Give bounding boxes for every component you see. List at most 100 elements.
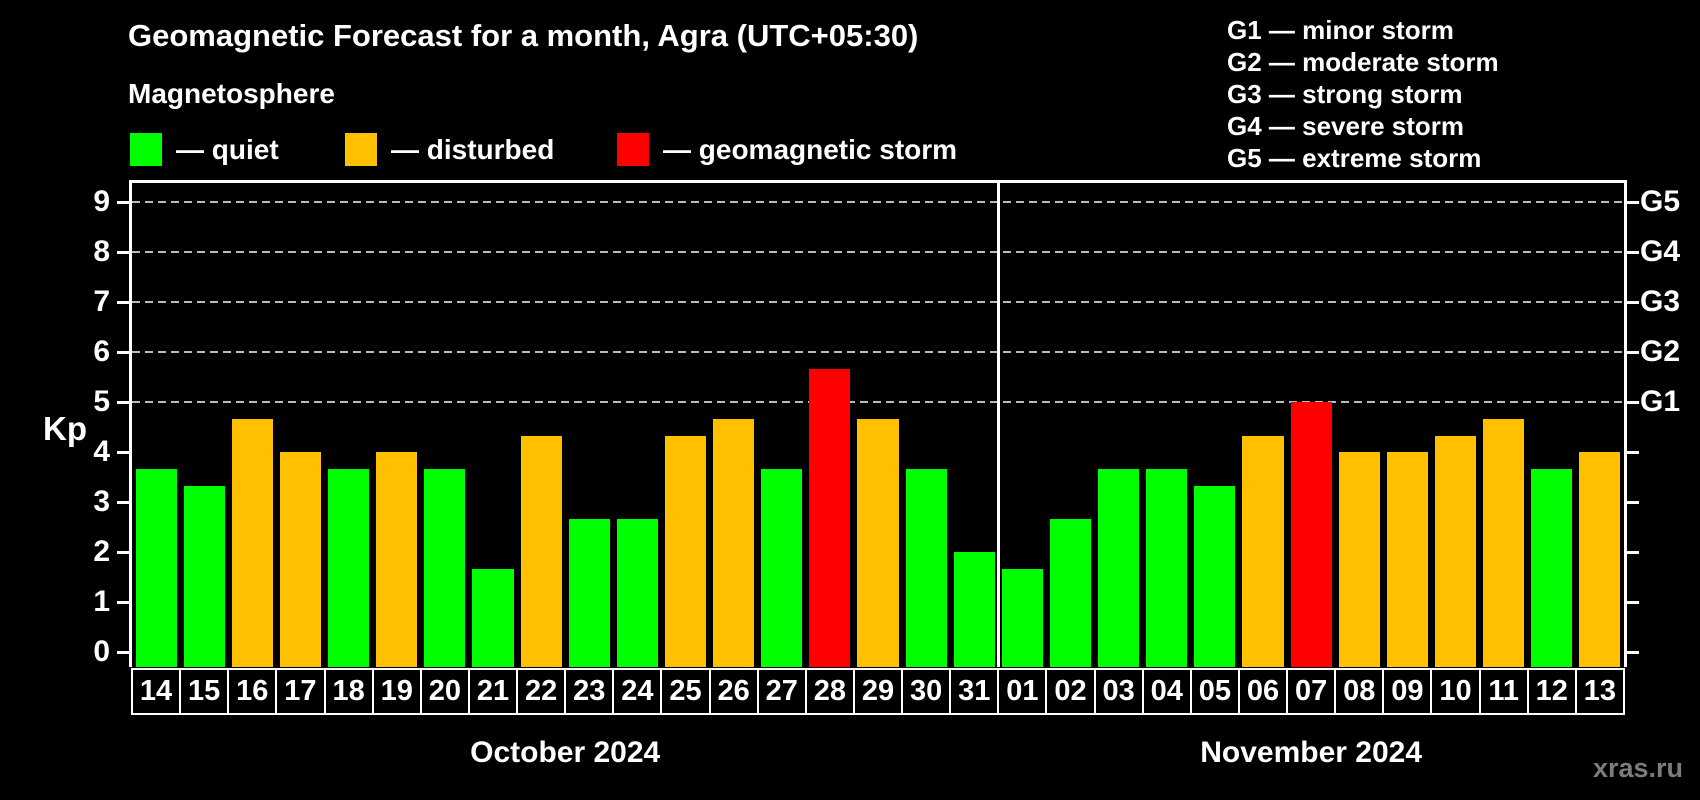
kp-bar-day-19 <box>376 452 418 667</box>
kp-bar-day-28 <box>809 368 851 667</box>
kp-bar-day-13 <box>1579 452 1621 667</box>
g-axis-label-g2: G2 <box>1640 335 1681 368</box>
gridline-kp6 <box>132 351 1624 353</box>
g5-legend-line: G5 — extreme storm <box>1227 143 1482 173</box>
month-separator <box>996 183 1000 667</box>
storm-color-swatch <box>617 133 649 166</box>
y-axis-tick-right <box>1627 450 1639 454</box>
kp-bar-day-15 <box>183 485 225 667</box>
y-tick-label-6: 6 <box>93 335 110 368</box>
gridline-kp5 <box>132 401 1624 403</box>
y-axis-tick-right <box>1627 650 1639 654</box>
day-label-cell-07: 07 <box>1286 668 1337 715</box>
legend-item-quiet: — quiet <box>130 133 279 166</box>
y-axis-tick-right <box>1627 250 1639 254</box>
day-label-cell-06: 06 <box>1237 668 1289 715</box>
day-label-cell-28: 28 <box>804 668 855 715</box>
day-label-cell-23: 23 <box>564 668 615 715</box>
page-title: Geomagnetic Forecast for a month, Agra (… <box>128 18 919 53</box>
y-axis-tick-left <box>117 200 129 204</box>
y-axis-tick-right <box>1627 500 1639 504</box>
kp-axis-label: Kp <box>43 410 87 447</box>
day-label-cell-13: 13 <box>1574 668 1625 715</box>
kp-bar-day-24 <box>616 518 658 667</box>
kp-bar-day-09 <box>1386 452 1428 667</box>
day-label-cell-14: 14 <box>131 668 182 715</box>
kp-bar-day-08 <box>1338 452 1380 667</box>
day-label-cell-29: 29 <box>852 668 904 715</box>
y-tick-label-1: 1 <box>93 585 110 618</box>
kp-bar-day-05 <box>1194 485 1236 667</box>
kp-bar-day-18 <box>328 468 370 667</box>
day-label-cell-15: 15 <box>179 668 230 715</box>
y-tick-label-5: 5 <box>93 385 110 418</box>
month-label-november: November 2024 <box>1200 736 1423 769</box>
day-label-cell-22: 22 <box>516 668 567 715</box>
g-axis-label-g3: G3 <box>1640 285 1681 318</box>
y-axis-tick-left <box>117 550 129 554</box>
kp-bar-day-26 <box>713 418 755 667</box>
day-label-cell-12: 12 <box>1526 668 1577 715</box>
kp-bar-day-04 <box>1146 468 1188 667</box>
y-tick-label-3: 3 <box>93 485 110 518</box>
kp-bar-day-02 <box>1049 518 1092 667</box>
g4-legend-line: G4 — severe storm <box>1227 111 1465 141</box>
g3-legend-line: G3 — strong storm <box>1227 79 1463 109</box>
plot-border-right <box>1624 180 1627 667</box>
xras-watermark[interactable]: xras.ru <box>1592 753 1683 783</box>
y-axis-tick-right <box>1627 350 1639 354</box>
gridline-kp9 <box>132 201 1624 203</box>
kp-bar-day-03 <box>1098 468 1140 667</box>
day-label-cell-11: 11 <box>1478 668 1529 715</box>
kp-bar-day-27 <box>761 468 803 667</box>
day-label-cell-01: 01 <box>997 668 1048 715</box>
kp-bar-day-22 <box>520 435 562 667</box>
day-label-cell-21: 21 <box>467 668 519 715</box>
g-scale-legend: G1 — minor storm G2 — moderate storm G3 … <box>1227 14 1499 174</box>
gridline-kp8 <box>132 251 1624 253</box>
y-axis-tick-right <box>1627 600 1639 604</box>
day-label-cell-17: 17 <box>275 668 326 715</box>
day-label-cell-03: 03 <box>1093 668 1144 715</box>
kp-bar-day-20 <box>424 468 466 667</box>
kp-bar-day-14 <box>135 468 177 667</box>
kp-bar-day-16 <box>231 418 273 667</box>
g1-legend-line: G1 — minor storm <box>1227 15 1454 45</box>
y-axis-tick-right <box>1627 200 1639 204</box>
kp-bar-day-23 <box>568 518 610 667</box>
kp-bar-day-29 <box>857 418 899 667</box>
legend-label-disturbed: — disturbed <box>391 134 555 165</box>
y-axis-tick-left <box>117 600 129 604</box>
y-tick-label-0: 0 <box>93 635 110 668</box>
y-axis-tick-right <box>1627 550 1639 554</box>
day-label-cell-20: 20 <box>419 668 470 715</box>
day-label-cell-27: 27 <box>756 668 807 715</box>
kp-bar-day-30 <box>905 468 947 667</box>
y-axis-tick-left <box>117 300 129 304</box>
kp-bar-day-11 <box>1483 418 1525 667</box>
y-tick-label-7: 7 <box>93 285 110 318</box>
y-axis-tick-right <box>1627 300 1639 304</box>
kp-bar-day-10 <box>1434 435 1477 667</box>
day-label-cell-16: 16 <box>227 668 278 715</box>
y-axis-tick-left <box>117 650 129 654</box>
quiet-color-swatch <box>130 133 162 166</box>
y-axis-tick-right <box>1627 400 1639 404</box>
y-tick-label-8: 8 <box>93 235 110 268</box>
kp-bar-day-31 <box>953 552 995 667</box>
g-axis-label-g5: G5 <box>1640 185 1681 218</box>
kp-bar-day-25 <box>664 435 707 667</box>
y-axis-tick-left <box>117 500 129 504</box>
day-label-cell-19: 19 <box>371 668 422 715</box>
day-label-cell-26: 26 <box>708 668 759 715</box>
y-tick-label-9: 9 <box>93 185 110 218</box>
gridline-kp7 <box>132 301 1624 303</box>
g-axis-label-g1: G1 <box>1640 385 1681 418</box>
y-tick-label-4: 4 <box>93 435 110 468</box>
kp-bar-day-21 <box>472 568 514 667</box>
day-label-cell-02: 02 <box>1045 668 1096 715</box>
kp-bar-day-12 <box>1531 468 1573 667</box>
day-label-cell-18: 18 <box>323 668 374 715</box>
g-axis-label-g4: G4 <box>1640 235 1681 268</box>
